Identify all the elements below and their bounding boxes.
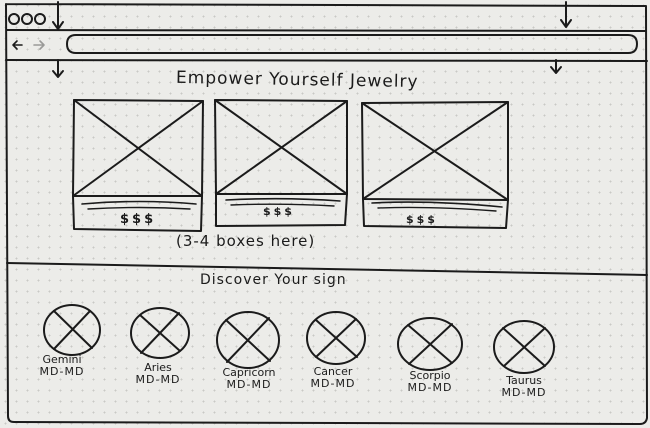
aries-image-placeholder [130,307,190,359]
sign-name: Capricorn [222,366,276,379]
title-bar-divider [6,29,647,32]
cancer-image-placeholder [306,311,366,365]
sign-name: Taurus [506,374,542,387]
sign-gemini[interactable]: Gemini MD-MD [22,354,102,378]
forward-arrow-icon [33,40,45,50]
sign-dates: MD-MD [407,381,453,394]
back-arrow-icon [12,40,23,50]
product-card-2 [214,99,348,227]
maximize-dot-icon [34,13,46,25]
product-card-3 [361,101,509,229]
sign-name: Scorpio [409,369,451,382]
address-bar [66,34,638,54]
sign-dates: MD-MD [135,373,181,386]
product-card-2-link[interactable] [215,100,347,226]
toolbar-divider [5,59,648,62]
sign-dates: MD-MD [501,386,547,399]
close-dot-icon [8,13,20,25]
sign-name: Aries [144,361,172,374]
product-price: $$$ [263,205,295,218]
back-button[interactable] [9,38,25,52]
scroll-down-arrow-icon [560,1,572,28]
sign-dates: MD-MD [39,365,85,378]
capricorn-image-placeholder [216,311,280,369]
minimize-dot-icon [21,13,33,25]
product-price: $$$ [406,213,438,226]
scroll-down-arrow-icon [52,1,64,30]
sign-aries[interactable]: Aries MD-MD [118,362,198,386]
minimize-window-button[interactable] [21,13,33,25]
gemini-image-placeholder [43,304,101,356]
section-title: Discover Your sign [200,272,347,288]
sign-dates: MD-MD [226,378,272,391]
forward-button[interactable] [31,38,47,52]
scroll-down-arrow-icon [550,59,562,74]
page-title: Empower Yourself Jewelry [175,67,419,93]
scroll-down-arrow-icon [52,59,64,78]
taurus-image-placeholder [493,320,555,374]
sign-taurus[interactable]: Taurus MD-MD [484,375,564,399]
address-bar-input[interactable] [67,35,637,53]
maximize-window-button[interactable] [34,13,46,25]
sign-name: Gemini [42,353,82,366]
sign-cancer[interactable]: Cancer MD-MD [293,366,373,390]
sign-capricorn[interactable]: Capricorn MD-MD [209,367,289,391]
product-price: $$$ [120,212,157,227]
sign-name: Cancer [313,365,353,378]
product-card-3-link[interactable] [362,102,508,228]
boxes-note: (3-4 boxes here) [176,232,316,250]
section-divider [6,262,648,276]
product-card-1-link[interactable] [73,100,203,231]
close-window-button[interactable] [8,13,20,25]
product-card-1 [72,99,204,232]
sign-dates: MD-MD [310,377,356,390]
sign-scorpio[interactable]: Scorpio MD-MD [390,370,470,394]
scorpio-image-placeholder [397,317,463,371]
browser-window-frame [5,3,648,425]
